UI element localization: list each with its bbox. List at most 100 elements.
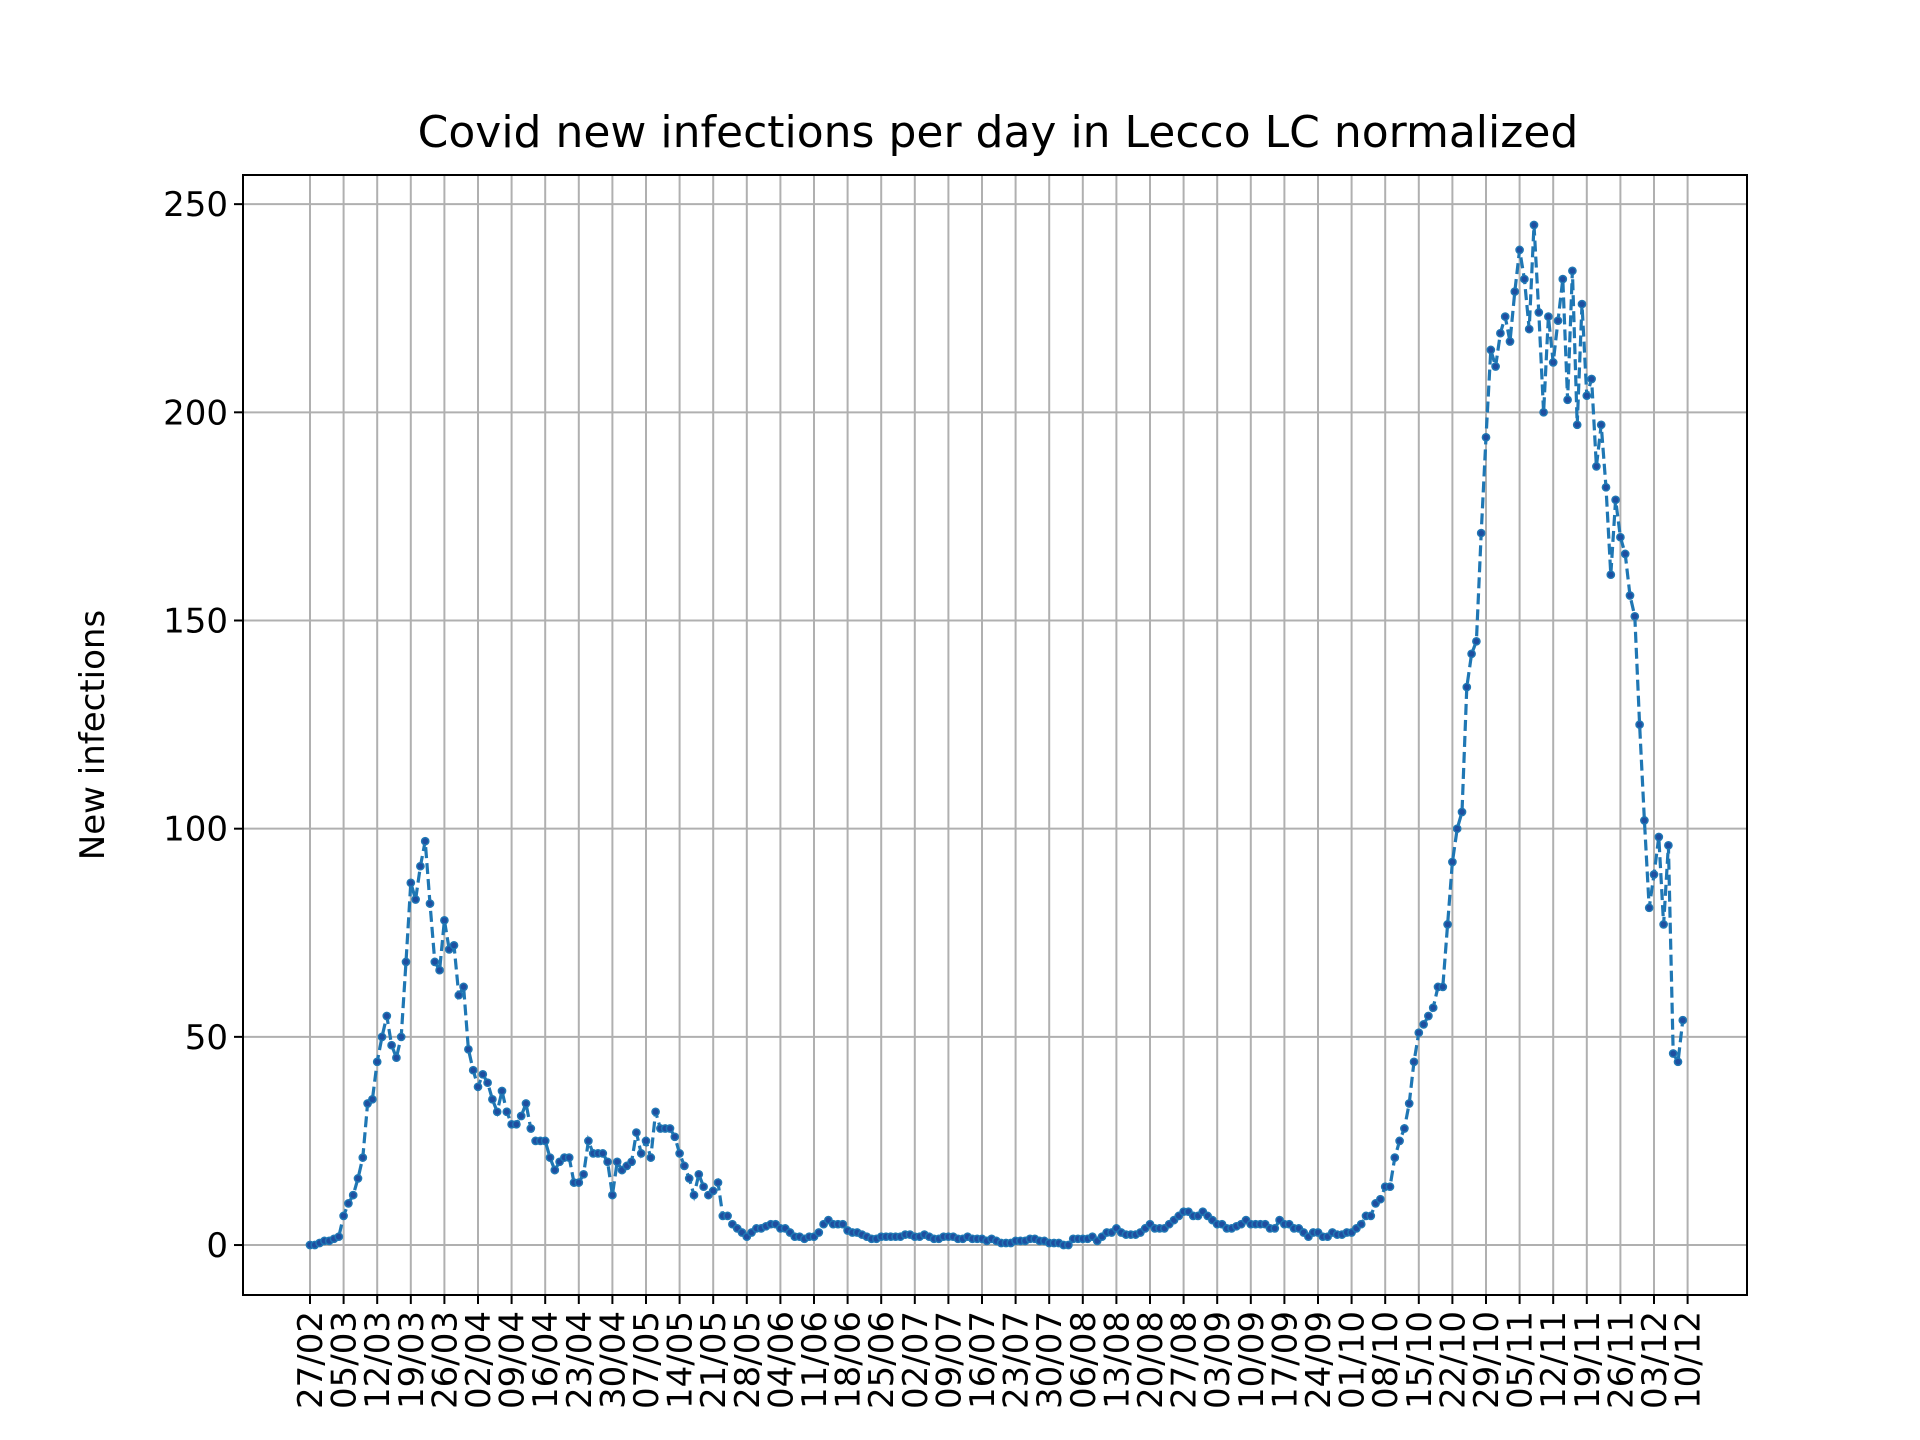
data-point (1582, 391, 1592, 401)
data-point (344, 1199, 353, 1208)
data-point (521, 1099, 531, 1108)
data-point (1654, 832, 1664, 842)
data-point (675, 1149, 684, 1158)
data-point (665, 1124, 675, 1133)
data-point (353, 1174, 363, 1183)
x-tick-label: 10/12 (1669, 1311, 1709, 1409)
data-point (382, 1011, 392, 1021)
x-tick-label: 18/06 (829, 1311, 869, 1409)
chart-title: Covid new infections per day in Lecco LC… (418, 107, 1579, 158)
data-point (392, 1053, 401, 1063)
x-tick-label: 25/06 (862, 1311, 902, 1409)
data-point (473, 1082, 483, 1092)
data-point (1356, 1219, 1366, 1229)
data-point (1491, 362, 1500, 371)
y-tick-label: 50 (185, 1018, 228, 1058)
plot-frame (242, 174, 1748, 1296)
y-tick-label: 150 (163, 602, 228, 642)
data-point (1457, 807, 1467, 817)
data-point (550, 1165, 560, 1175)
y-tick-label: 200 (163, 393, 228, 433)
x-tick-label: 13/08 (1097, 1311, 1137, 1409)
data-point (1587, 374, 1596, 384)
data-point (1390, 1153, 1400, 1162)
data-point (411, 895, 420, 904)
data-point (396, 1032, 406, 1042)
data-point (1385, 1182, 1395, 1192)
data-point (689, 1190, 699, 1200)
data-point (627, 1157, 636, 1167)
data-point (483, 1078, 492, 1088)
x-tick-label: 16/07 (963, 1311, 1003, 1409)
data-point (1601, 482, 1611, 492)
data-point (699, 1182, 708, 1192)
data-point (608, 1190, 617, 1200)
data-point (387, 1040, 396, 1050)
data-point (1534, 308, 1544, 317)
x-tick-label: 19/03 (392, 1311, 432, 1409)
x-tick-label: 08/10 (1366, 1311, 1406, 1409)
data-point (1414, 1028, 1424, 1038)
data-point (1438, 982, 1448, 992)
data-point (468, 1065, 478, 1075)
x-tick-label: 23/07 (997, 1311, 1037, 1409)
data-point (435, 965, 444, 975)
data-point (1611, 495, 1620, 505)
data-point (1596, 420, 1606, 430)
y-axis-label: New infections (73, 610, 113, 860)
x-tick-label: 14/05 (661, 1311, 701, 1409)
data-point (464, 1044, 473, 1054)
x-tick-label: 03/12 (1635, 1311, 1675, 1409)
x-axis-ticks: 27/0205/0312/0319/0326/0302/0409/0416/04… (291, 1295, 1709, 1409)
data-point (1544, 312, 1553, 321)
data-point (1616, 532, 1625, 542)
data-point (1510, 287, 1520, 296)
data-point (1635, 720, 1644, 729)
x-tick-label: 20/08 (1131, 1311, 1171, 1409)
data-point (713, 1178, 723, 1187)
data-point (632, 1128, 641, 1137)
data-point (492, 1107, 502, 1117)
y-axis-ticks: 0 50 100 150 200 250 (163, 185, 243, 1266)
data-point (1640, 816, 1649, 825)
data-point (708, 1186, 718, 1196)
data-point (1452, 824, 1462, 834)
data-point (416, 861, 425, 871)
x-tick-label: 29/10 (1467, 1311, 1507, 1409)
data-point (641, 1136, 651, 1146)
data-point (1404, 1099, 1414, 1108)
data-point (1606, 570, 1616, 580)
x-tick-label: 16/04 (526, 1311, 566, 1409)
y-tick-label: 250 (163, 185, 228, 225)
x-tick-label: 30/04 (593, 1311, 633, 1409)
data-point (1572, 420, 1582, 430)
data-point (1496, 328, 1505, 338)
data-point (1467, 649, 1476, 659)
data-point (1524, 324, 1534, 334)
data-point (1472, 636, 1481, 646)
data-point (377, 1032, 387, 1042)
data-point (401, 957, 411, 967)
data-point (1659, 920, 1668, 929)
data-point (1505, 337, 1515, 346)
data-point (478, 1069, 488, 1079)
data-point (584, 1136, 593, 1146)
x-tick-label: 05/11 (1501, 1311, 1541, 1409)
data-point (1664, 840, 1673, 850)
data-point (1673, 1057, 1683, 1067)
x-tick-label: 26/03 (425, 1311, 465, 1409)
x-tick-label: 02/07 (896, 1311, 936, 1409)
x-tick-label: 21/05 (694, 1311, 734, 1409)
x-tick-label: 05/03 (325, 1311, 365, 1409)
data-point (420, 836, 430, 846)
data-point (1548, 358, 1558, 367)
x-tick-label: 11/06 (795, 1311, 835, 1409)
data-point (579, 1169, 588, 1179)
data-point (512, 1119, 521, 1129)
data-point (1366, 1211, 1376, 1221)
data-point (1500, 312, 1510, 321)
data-point (368, 1094, 377, 1104)
data-point (1539, 407, 1548, 417)
data-point (838, 1219, 848, 1229)
y-tick-label: 0 (206, 1226, 228, 1266)
